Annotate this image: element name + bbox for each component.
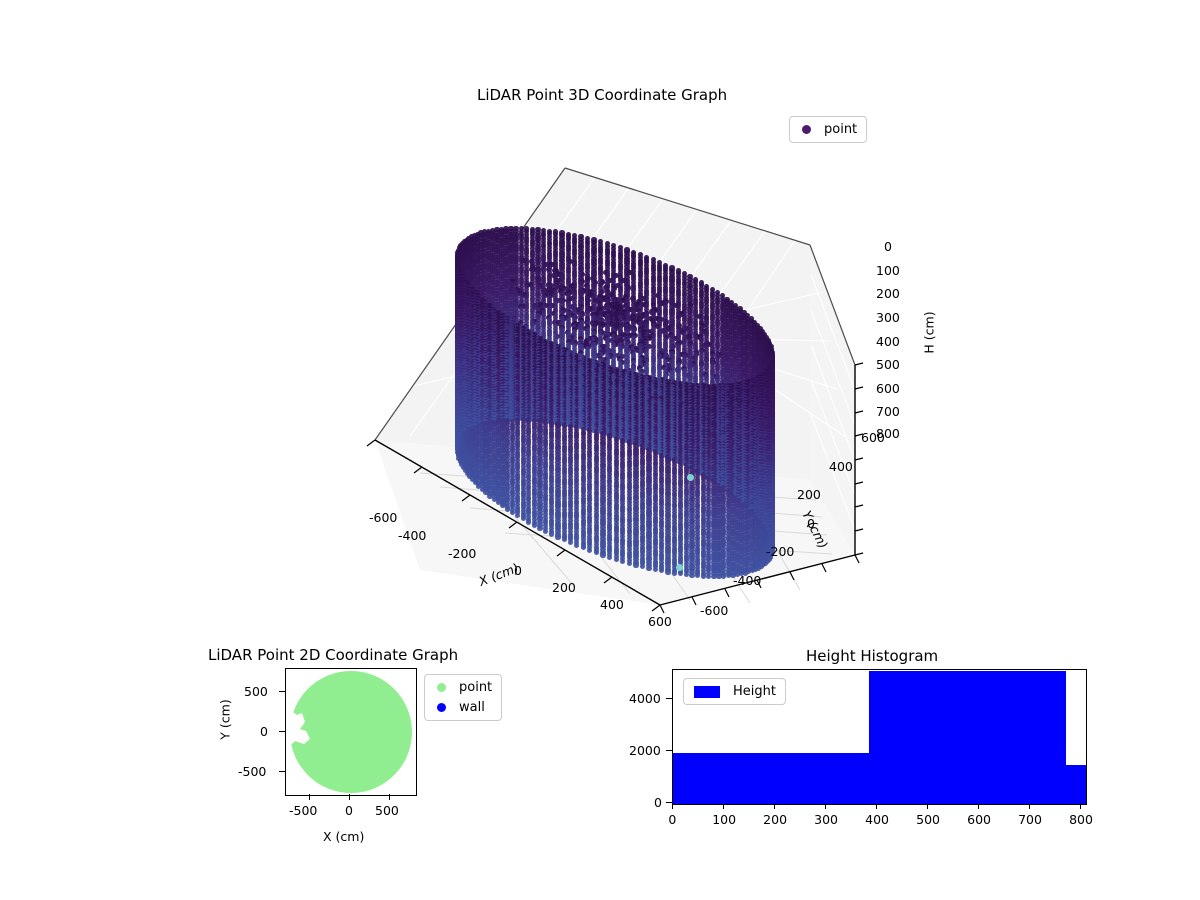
plot3d-axes [330, 150, 890, 620]
point-marker-icon [802, 125, 811, 134]
matplotlib-figure: LiDAR Point 3D Coordinate Graph point [0, 0, 1200, 900]
plot3d-legend: point [789, 116, 867, 143]
legend-label: point [824, 122, 857, 137]
plot3d-title: LiDAR Point 3D Coordinate Graph [477, 86, 727, 104]
plot3d-point-cloud [330, 150, 890, 620]
legend-item-point: point [799, 122, 857, 137]
